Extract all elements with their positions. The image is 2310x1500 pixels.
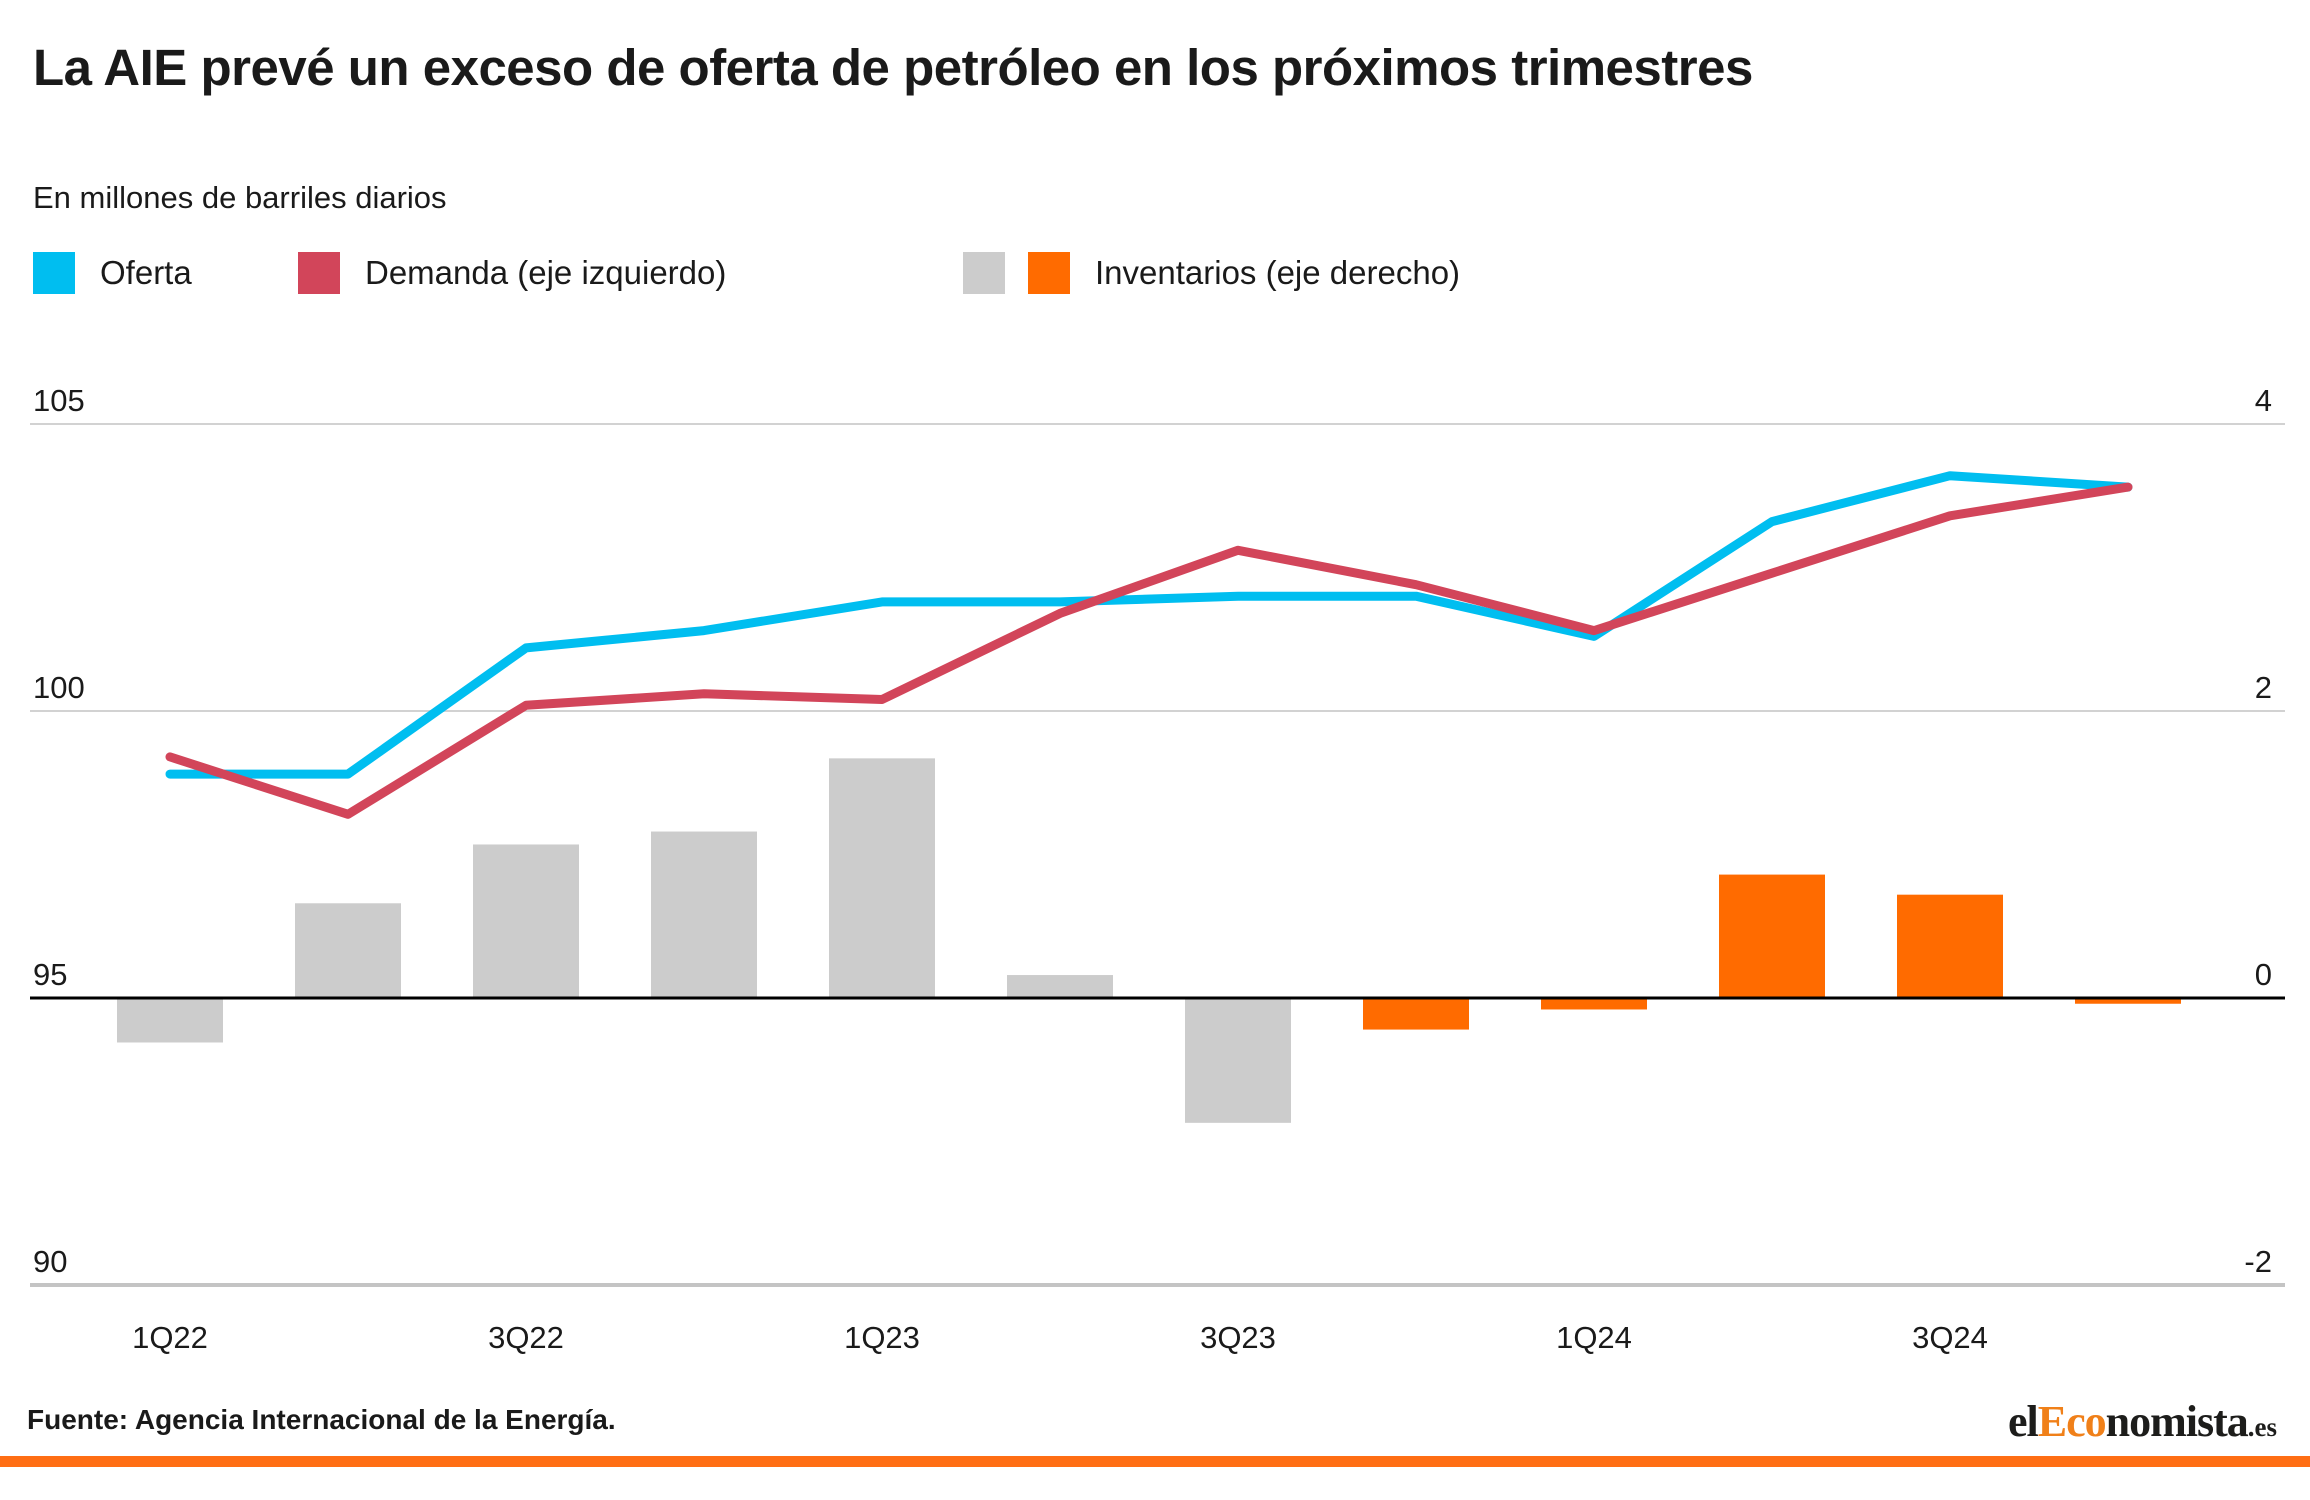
left-axis-tick: 105 [33,383,85,418]
x-axis-tick: 1Q23 [844,1320,920,1355]
oferta-line [165,471,2133,779]
inventory-bar-2q23 [1007,975,1113,998]
inventory-bar-2q22 [295,903,401,998]
legend-label: Oferta [100,254,192,291]
chart-canvas: 105 4 100 2 95 0 90 -2 1Q22 3Q22 1Q23 3Q23 1Q24 3Q24 [30,383,2285,1355]
legend-label: Inventarios (eje derecho) [1095,254,1461,291]
eleconomista-logo: el Eco nomista .es [2008,1396,2277,1447]
legend: Oferta Demanda (eje izquierdo) Inventari… [0,250,2310,296]
logo-tld: .es [2247,1412,2277,1442]
x-axis-tick: 3Q23 [1200,1320,1276,1355]
left-axis-tick: 100 [33,670,85,705]
inventory-bar-2q24 [1719,874,1825,998]
page-title: La AIE prevé un exceso de oferta de petr… [33,39,1753,96]
source-note: Fuente: Agencia Internacional de la Ener… [27,1404,616,1435]
inventory-bar-3q22 [473,844,579,998]
left-axis-tick: 95 [33,957,67,992]
inventory-bar-4q24 [2075,998,2181,1004]
legend-item-inventarios: Inventarios (eje derecho) [963,250,1460,296]
right-axis-tick: -2 [2244,1244,2272,1279]
inventory-bar-3q24 [1897,894,2003,998]
x-axis-tick: 3Q24 [1912,1320,1988,1355]
inventory-bar-4q22 [651,831,757,998]
inventory-bar-3q23 [1185,998,1291,1123]
left-axis-tick: 90 [33,1244,67,1279]
oferta-swatch [33,252,75,294]
x-axis-tick: 3Q22 [488,1320,564,1355]
x-axis-tick: 1Q22 [132,1320,208,1355]
chart-units-subtitle: En millones de barriles diarios [33,180,447,215]
demanda-swatch [298,252,340,294]
inventory-bar-1q24 [1541,998,1647,1010]
inventarios-actual-swatch [963,252,1005,294]
logo-text: nomista [2105,1397,2249,1446]
legend-item-oferta: Oferta [33,250,192,296]
inventory-bar-1q23 [829,758,935,998]
brand-rule-divider [0,1456,2310,1467]
inventarios-forecast-swatch [1028,252,1070,294]
legend-label: Demanda (eje izquierdo) [365,254,727,291]
right-axis-tick: 0 [2255,957,2272,992]
right-axis-tick: 4 [2255,383,2272,418]
inventory-bar-4q23 [1363,998,1469,1030]
inventory-bar-1q22 [117,998,223,1043]
logo-text-accent: Eco [2037,1397,2107,1446]
demanda-line [165,482,2133,819]
right-axis-tick: 2 [2255,670,2272,705]
x-axis-tick: 1Q24 [1556,1320,1632,1355]
legend-item-demanda: Demanda (eje izquierdo) [298,250,726,296]
logo-text: el [2007,1397,2039,1446]
